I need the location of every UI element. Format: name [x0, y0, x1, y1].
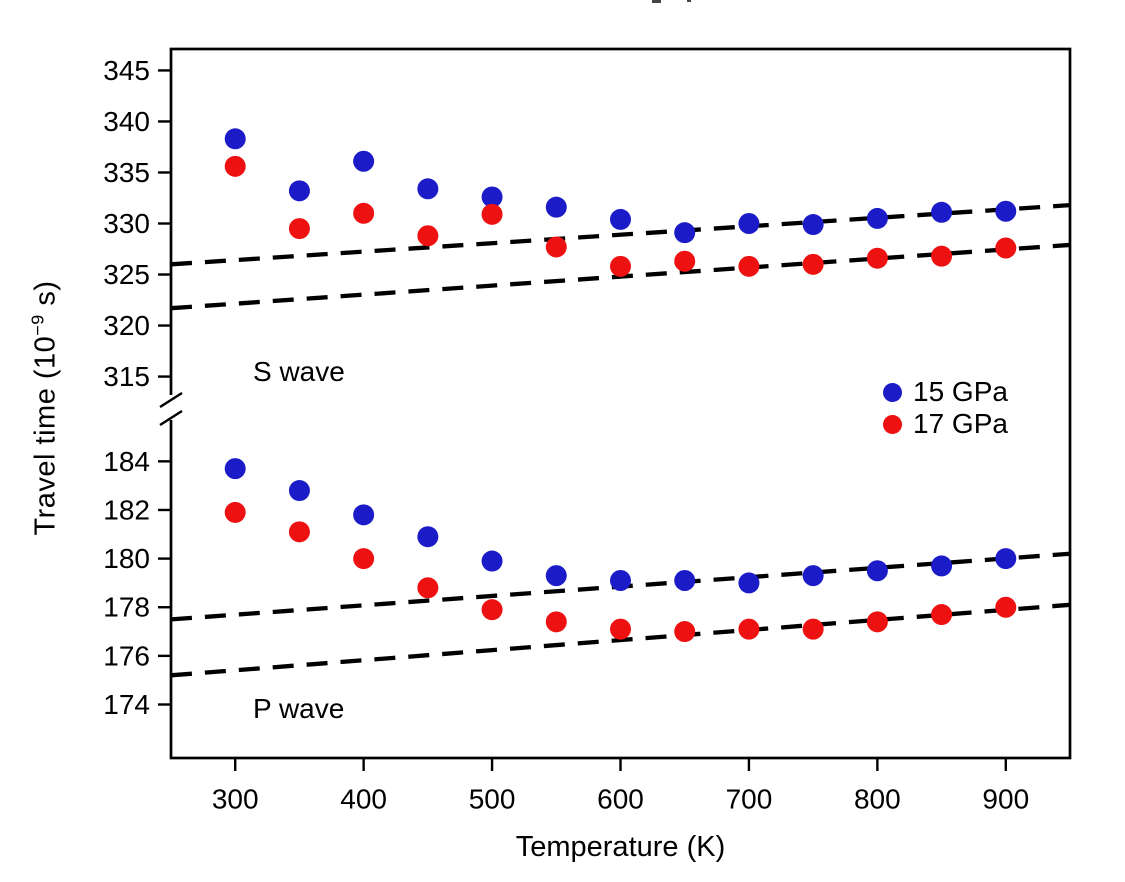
data-point-p-15GPa	[417, 526, 439, 548]
data-point-p-15GPa	[481, 550, 503, 572]
y-axis-title-post: s)	[29, 280, 62, 315]
data-point-p-15GPa	[802, 565, 824, 587]
data-point-p-15GPa	[931, 555, 953, 577]
data-point-s-17GPa	[738, 255, 760, 277]
legend-entry-17gpa: 17 GPa	[883, 408, 1008, 440]
legend: 15 GPa 17 GPa	[883, 376, 1008, 440]
legend-entry-15gpa: 15 GPa	[883, 376, 1008, 408]
y-tick-label: 180	[103, 543, 150, 574]
y-tick-label: 325	[103, 259, 150, 290]
data-point-s-15GPa	[802, 214, 824, 236]
y-tick-label: 335	[103, 157, 150, 188]
data-point-s-15GPa	[481, 186, 503, 208]
data-point-p-15GPa	[866, 560, 888, 582]
data-point-s-17GPa	[224, 155, 246, 177]
data-point-p-17GPa	[931, 604, 953, 626]
y-tick-label: 330	[103, 208, 150, 239]
data-point-p-17GPa	[610, 618, 631, 640]
data-point-p-17GPa	[995, 596, 1017, 618]
data-point-s-15GPa	[545, 196, 567, 218]
data-point-s-17GPa	[288, 218, 310, 240]
y-tick-label: 320	[103, 310, 150, 341]
x-tick-label: 800	[854, 784, 901, 815]
data-point-s-15GPa	[866, 207, 888, 229]
y-tick-label: 174	[103, 689, 150, 720]
data-point-s-17GPa	[866, 247, 888, 269]
data-point-p-15GPa	[353, 504, 375, 526]
data-point-s-17GPa	[802, 253, 824, 275]
data-point-s-17GPa	[481, 203, 503, 225]
data-point-s-15GPa	[353, 150, 375, 172]
x-tick-label: 300	[212, 784, 259, 815]
data-point-s-17GPa	[417, 225, 439, 247]
s-wave-panel-label: S wave	[253, 356, 345, 387]
data-point-p-15GPa	[288, 480, 310, 502]
legend-marker-15gpa-icon	[883, 382, 902, 402]
x-axis-title: Temperature (K)	[515, 831, 726, 863]
data-point-p-15GPa	[674, 569, 696, 591]
data-point-p-15GPa	[995, 548, 1017, 570]
axis-break-slash	[159, 409, 183, 427]
cropped-text-fragment	[652, 0, 661, 3]
data-point-s-17GPa	[995, 237, 1017, 259]
data-point-p-15GPa	[545, 565, 567, 587]
x-tick-label: 400	[340, 784, 387, 815]
data-point-p-17GPa	[481, 599, 503, 621]
data-point-s-15GPa	[738, 213, 760, 234]
x-tick-label: 600	[597, 784, 644, 815]
y-tick-label: 182	[103, 494, 150, 525]
legend-label-15gpa: 15 GPa	[913, 376, 1008, 407]
data-point-p-17GPa	[738, 618, 760, 640]
legend-marker-17gpa-icon	[883, 414, 902, 434]
data-point-p-17GPa	[866, 611, 888, 633]
axis-break-slash	[159, 391, 183, 409]
y-tick-label: 178	[103, 592, 150, 623]
data-point-s-15GPa	[288, 180, 310, 202]
data-point-s-15GPa	[610, 208, 631, 230]
y-axis-title-superscript: −9	[27, 314, 48, 336]
p-wave-panel-label: P wave	[253, 693, 345, 724]
y-axis-title: Travel time (10−9 s)	[28, 280, 63, 535]
data-point-p-17GPa	[674, 621, 696, 643]
data-point-p-17GPa	[417, 577, 439, 599]
y-tick-label: 345	[103, 55, 150, 86]
data-point-p-15GPa	[610, 569, 631, 591]
data-point-p-15GPa	[738, 572, 760, 594]
y-tick-label: 315	[103, 361, 150, 392]
data-point-p-15GPa	[224, 458, 246, 480]
data-point-s-15GPa	[995, 200, 1017, 222]
fit-line-p-17GPa	[170, 602, 1071, 678]
data-point-s-15GPa	[417, 178, 439, 200]
data-point-s-17GPa	[931, 245, 953, 267]
y-tick-label: 184	[103, 446, 150, 477]
fit-line-s-15GPa	[170, 202, 1071, 267]
data-point-p-17GPa	[224, 501, 246, 523]
y-axis-title-pre: Travel time (10	[29, 335, 62, 536]
y-tick-label: 340	[103, 106, 150, 137]
x-tick-label: 700	[726, 784, 773, 815]
data-point-s-17GPa	[610, 255, 631, 277]
data-point-s-15GPa	[224, 128, 246, 150]
data-point-s-15GPa	[674, 222, 696, 244]
data-point-p-17GPa	[802, 618, 824, 640]
data-point-s-17GPa	[674, 250, 696, 272]
data-point-p-17GPa	[545, 611, 567, 633]
data-point-s-17GPa	[545, 236, 567, 258]
data-point-p-17GPa	[288, 521, 310, 543]
y-tick-label: 176	[103, 640, 150, 671]
data-point-s-17GPa	[353, 202, 375, 224]
legend-label-17gpa: 17 GPa	[913, 408, 1008, 439]
cropped-text-fragment	[687, 0, 691, 2]
x-tick-label: 900	[982, 784, 1029, 815]
data-point-s-15GPa	[931, 201, 953, 223]
data-point-p-17GPa	[353, 548, 375, 570]
x-tick-label: 500	[469, 784, 516, 815]
